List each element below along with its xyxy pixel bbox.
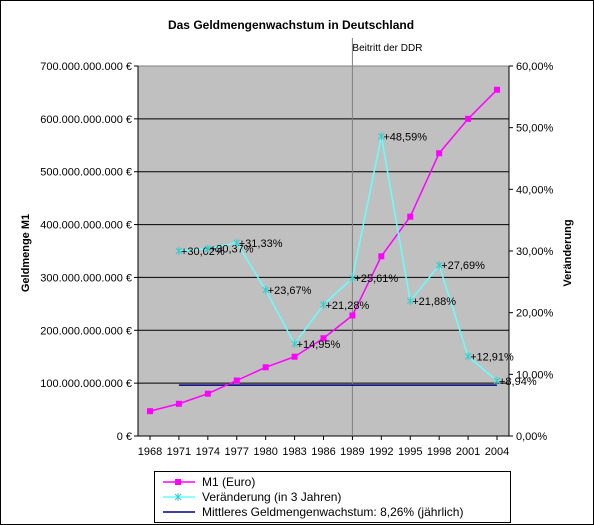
series-change-point	[175, 246, 183, 255]
y-tick-label: 700.000.000.000 €	[40, 61, 132, 73]
series-change-point	[262, 286, 270, 295]
legend: M1 (Euro) Veränderung (in 3 Jahren) Mitt…	[154, 471, 511, 523]
x-tick-label: 1995	[398, 446, 422, 458]
data-label: +8,94%	[499, 376, 537, 388]
y2-tick-label: 50,00%	[516, 123, 554, 135]
series-change-line	[178, 136, 498, 382]
series-change-point	[464, 352, 472, 361]
data-label: +25,61%	[354, 273, 398, 285]
series-m1-point	[436, 150, 443, 157]
data-label: +12,91%	[470, 351, 514, 363]
y2-tick-label: 20,00%	[516, 308, 554, 320]
series-layer: +30,02%+30,37%+31,33% +23,67% +14,95% +21,2…	[147, 86, 537, 415]
series-change-point	[406, 297, 414, 306]
series-m1-point	[262, 364, 269, 371]
chart: Das Geldmengenwachstum in Deutschland 19…	[20, 18, 574, 458]
data-label: +48,59%	[383, 131, 427, 143]
x-tick-label: 1998	[427, 446, 451, 458]
y2-axis-label: Veränderung	[562, 219, 574, 286]
x-tick-label: 2001	[456, 446, 480, 458]
legend-label-change: Veränderung (in 3 Jahren)	[202, 490, 342, 504]
plot-area	[137, 65, 510, 437]
y2-tick-label: 30,00%	[516, 246, 554, 258]
series-change-point	[291, 339, 298, 348]
series-m1-point	[494, 86, 500, 93]
y-axis-label: Geldmenge M1	[20, 214, 32, 292]
data-label: +21,88%	[412, 296, 456, 308]
y-tick-label: 100.000.000.000 €	[40, 378, 132, 390]
legend-label-m1: M1 (Euro)	[202, 475, 256, 489]
series-change-point	[320, 300, 327, 309]
x-tick-label: 1992	[369, 446, 393, 458]
y2-tick-label: 60,00%	[516, 61, 554, 73]
y2-tick-label: 40,00%	[516, 184, 554, 196]
legend-symbol-change	[163, 493, 195, 501]
data-label: +21,28%	[326, 300, 370, 312]
series-change-point	[493, 376, 501, 385]
x-tick-label: 1977	[225, 446, 249, 458]
series-m1-point	[320, 335, 327, 342]
y-axis-right: 0,00% 10,00% 20,00% 30,00% 40,00% 50,00% 60,00…	[508, 61, 554, 443]
series-m1-point	[175, 400, 182, 407]
series-m1-point	[465, 115, 472, 122]
series-m1-point	[407, 213, 414, 220]
legend-symbol-mean	[163, 511, 195, 513]
data-label: +14,95%	[297, 339, 341, 351]
series-change-point	[349, 274, 356, 283]
x-tick-label: 1983	[282, 446, 306, 458]
x-tick-label: 1971	[167, 446, 191, 458]
data-label: +30,02%	[181, 246, 225, 258]
data-label: +27,69%	[441, 260, 485, 272]
x-tick-label: 2004	[485, 446, 509, 458]
y-tick-label: 500.000.000.000 €	[40, 167, 132, 179]
y2-tick-label: 10,00%	[516, 369, 554, 381]
annotation-label: Beitritt der DDR	[352, 43, 422, 54]
y-tick-label: 300.000.000.000 €	[40, 272, 132, 284]
data-label: +31,33%	[239, 238, 283, 250]
data-label: +23,67%	[268, 285, 312, 297]
series-m1-point	[349, 312, 356, 319]
gridlines	[138, 118, 509, 384]
x-axis: 1968 1971 1974 1977 1980 1983 1986 1989 1992 1995…	[138, 435, 509, 458]
data-label: +30,37%	[210, 244, 254, 256]
series-change-point	[204, 244, 212, 253]
x-tick-label: 1974	[196, 446, 220, 458]
legend-label-mean: Mittleres Geldmengenwachstum: 8,26% (jäh…	[202, 505, 464, 519]
x-tick-label: 1980	[253, 446, 277, 458]
series-change-point	[377, 132, 385, 141]
x-tick-label: 1986	[311, 446, 335, 458]
legend-symbol-m1	[163, 479, 195, 485]
y-tick-label: 600.000.000.000 €	[40, 114, 132, 126]
x-tick-label: 1989	[340, 446, 364, 458]
y2-tick-label: 0,00%	[516, 431, 547, 443]
y-tick-label: 0 €	[117, 431, 132, 443]
x-tick-label: 1968	[138, 446, 162, 458]
series-m1-point	[233, 377, 240, 384]
series-change-point	[233, 238, 241, 247]
series-m1-point	[147, 408, 153, 415]
series-change-point	[435, 261, 443, 270]
chart-title: Das Geldmengenwachstum in Deutschland	[168, 18, 414, 32]
series-m1-point	[291, 353, 298, 360]
series-m1-point	[378, 253, 385, 260]
series-m1-point	[204, 390, 211, 397]
y-tick-label: 400.000.000.000 €	[40, 220, 132, 232]
y-axis-left: 0 € 100.000.000.000 € 200.000.000.000 € 300…	[40, 61, 139, 443]
y-tick-label: 200.000.000.000 €	[40, 325, 132, 337]
